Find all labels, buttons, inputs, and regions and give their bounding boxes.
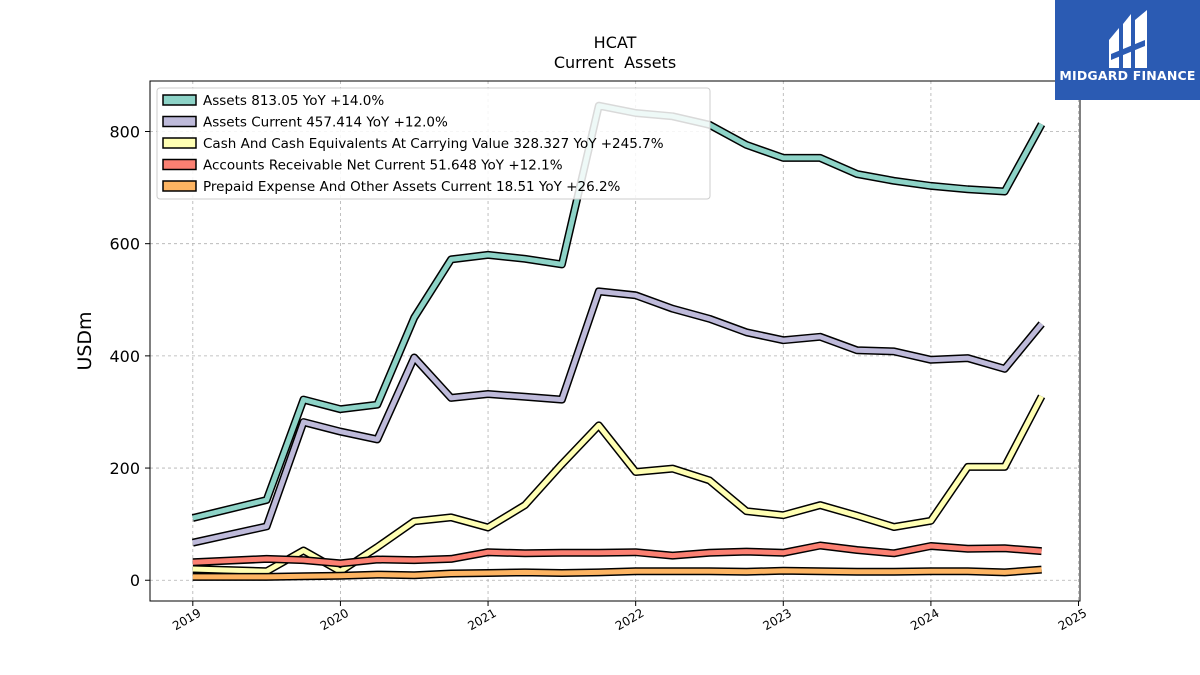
y-tick-label: 200	[109, 459, 140, 478]
legend-box	[156, 87, 711, 200]
x-tick-label: 2019	[170, 606, 203, 633]
chart-title: HCAT	[594, 33, 637, 52]
plot-frame	[149, 80, 1081, 602]
legend-label-2: Cash And Cash Equivalents At Carrying Va…	[203, 136, 664, 152]
legend-swatch-3	[162, 158, 197, 171]
x-tick-label: 2024	[908, 606, 941, 633]
x-tick-label: 2023	[761, 606, 794, 633]
y-tick-label: 0	[130, 571, 140, 590]
legend-swatch-1	[162, 115, 197, 128]
legend-swatch-4	[162, 180, 197, 192]
y-axis: 0 200 400 600 800	[109, 122, 150, 590]
chart-subtitle: Current Assets	[554, 53, 676, 72]
legend: Assets 813.05 YoY +14.0% Assets Current 4…	[156, 87, 711, 200]
legend-swatch-2	[162, 137, 197, 149]
legend-label-1: Assets Current 457.414 YoY +12.0%	[203, 115, 448, 131]
logo-mark-icon	[1109, 10, 1147, 68]
y-tick-label: 600	[109, 235, 140, 254]
legend-swatch-0	[162, 94, 197, 106]
x-tick-label: 2021	[465, 606, 498, 633]
legend-label-0: Assets 813.05 YoY +14.0%	[203, 93, 384, 109]
series-line-outline-1	[191, 287, 1045, 547]
x-tick-label: 2020	[318, 606, 351, 633]
series-line-3	[192, 543, 1042, 566]
legend-label-4: Prepaid Expense And Other Assets Current…	[203, 179, 621, 195]
y-tick-label: 800	[109, 122, 140, 141]
brand-logo: MIDGARD FINANCE	[1055, 0, 1200, 100]
y-axis-label: USDm	[74, 311, 96, 370]
x-axis: 2019 2020 2021 2022 2023 2024 2025	[170, 601, 1089, 633]
legend-label-3: Accounts Receivable Net Current 51.648 Y…	[203, 158, 563, 174]
series-line-1	[192, 288, 1044, 546]
x-tick-label: 2025	[1056, 606, 1089, 633]
series-line-4	[192, 567, 1042, 580]
y-tick-label: 400	[109, 347, 140, 366]
series-line-2	[192, 395, 1044, 574]
series-lines	[191, 101, 1046, 581]
brand-name: MIDGARD FINANCE	[1059, 68, 1196, 83]
x-tick-label: 2022	[613, 606, 646, 633]
